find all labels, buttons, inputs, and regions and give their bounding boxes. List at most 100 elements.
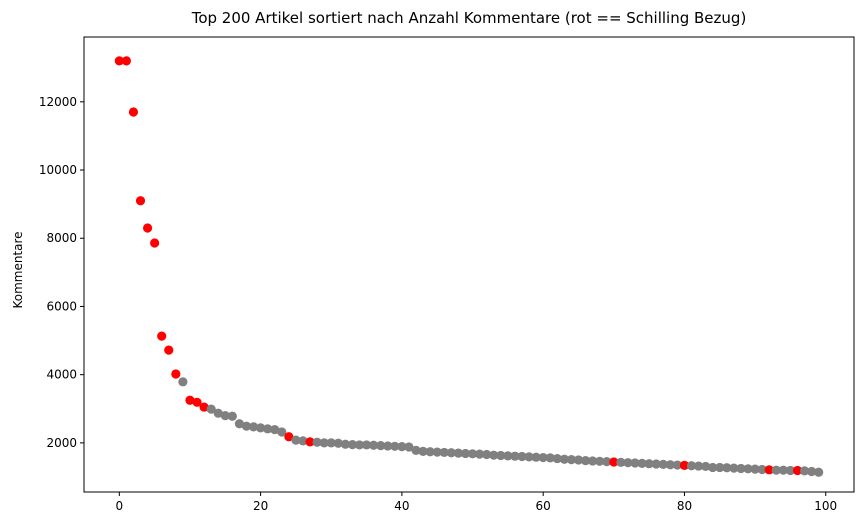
data-point <box>750 464 760 474</box>
data-point <box>630 458 640 468</box>
data-point <box>369 440 379 450</box>
x-tick-label: 60 <box>536 499 551 513</box>
data-point <box>404 442 414 452</box>
data-point <box>701 461 711 472</box>
data-point <box>333 438 343 448</box>
data-point <box>566 454 577 465</box>
data-point-highlighted <box>142 223 153 233</box>
data-point <box>248 422 259 432</box>
data-point <box>354 440 365 450</box>
data-point <box>340 439 350 449</box>
data-point <box>298 436 308 446</box>
y-tick-label: 12000 <box>39 95 77 109</box>
data-point <box>545 453 555 463</box>
data-point-highlighted <box>305 437 315 447</box>
data-point <box>552 453 562 464</box>
data-point <box>531 452 541 462</box>
x-axis: 0 20 40 60 80 100 <box>116 492 837 513</box>
data-point <box>390 441 400 451</box>
data-point <box>383 441 393 451</box>
data-point <box>715 462 725 473</box>
data-point-highlighted <box>171 369 181 379</box>
data-point <box>736 463 746 474</box>
data-point-highlighted <box>121 56 131 66</box>
data-point <box>510 451 520 461</box>
data-points <box>114 56 824 477</box>
data-point-highlighted <box>792 465 803 476</box>
data-point-highlighted <box>128 107 139 117</box>
data-point <box>256 423 266 433</box>
y-tick-label: 10000 <box>39 163 77 177</box>
y-axis-label: Kommentare <box>11 231 25 308</box>
data-point <box>453 448 464 458</box>
y-tick-label: 4000 <box>46 368 77 382</box>
data-point <box>602 457 612 467</box>
data-point-highlighted <box>284 432 294 442</box>
data-point-highlighted <box>609 457 619 467</box>
data-point <box>651 459 661 469</box>
chart-title: Top 200 Artikel sortiert nach Anzahl Kom… <box>191 9 747 27</box>
data-point <box>538 452 548 463</box>
data-point-highlighted <box>679 460 690 470</box>
data-point <box>432 447 442 457</box>
data-point <box>708 462 718 473</box>
data-point <box>559 454 569 464</box>
data-point <box>771 465 781 475</box>
data-point-highlighted <box>764 465 774 475</box>
data-point <box>270 424 280 435</box>
data-point <box>411 445 421 455</box>
data-point <box>234 419 245 429</box>
data-point <box>467 449 478 459</box>
data-point-highlighted <box>164 345 174 355</box>
data-point <box>326 438 336 448</box>
data-point <box>206 404 216 414</box>
data-point-highlighted <box>199 402 209 412</box>
data-point <box>778 465 788 475</box>
data-point <box>474 449 485 459</box>
data-point <box>376 441 386 451</box>
data-point <box>263 424 273 434</box>
data-point <box>580 456 591 466</box>
x-tick-label: 20 <box>253 499 268 513</box>
data-point <box>658 459 668 469</box>
data-point <box>807 466 817 477</box>
data-point <box>722 463 732 473</box>
data-point <box>595 456 605 466</box>
data-point <box>241 421 252 431</box>
data-point <box>623 458 633 468</box>
data-point <box>588 456 598 466</box>
data-point <box>496 450 506 461</box>
data-point <box>425 447 435 457</box>
y-axis: 2000 4000 6000 8000 10000 12000 <box>39 95 84 450</box>
x-tick-label: 0 <box>116 499 124 513</box>
data-point <box>361 440 372 450</box>
x-tick-label: 100 <box>814 499 837 513</box>
data-point <box>446 448 456 458</box>
data-point-highlighted <box>157 331 167 341</box>
data-point-highlighted <box>135 196 146 206</box>
x-tick-label: 80 <box>677 499 692 513</box>
y-tick-label: 8000 <box>46 231 77 245</box>
y-tick-label: 6000 <box>46 299 77 313</box>
data-point <box>665 460 675 470</box>
data-point <box>757 464 767 475</box>
data-point <box>418 446 428 457</box>
data-point <box>517 451 527 462</box>
data-point <box>729 463 739 473</box>
data-point <box>814 467 824 477</box>
data-point <box>213 408 223 418</box>
plot-area-frame <box>83 36 855 493</box>
data-point <box>319 438 329 448</box>
data-point <box>482 449 492 460</box>
data-point <box>672 460 682 470</box>
x-tick-label: 40 <box>394 499 409 513</box>
data-point <box>693 461 704 471</box>
data-point-highlighted <box>150 238 160 248</box>
data-point-highlighted <box>114 56 124 66</box>
data-point <box>439 447 449 458</box>
data-point <box>743 464 753 474</box>
data-point <box>785 465 796 476</box>
data-point <box>347 439 358 450</box>
data-point <box>227 411 237 421</box>
data-point <box>686 461 697 471</box>
